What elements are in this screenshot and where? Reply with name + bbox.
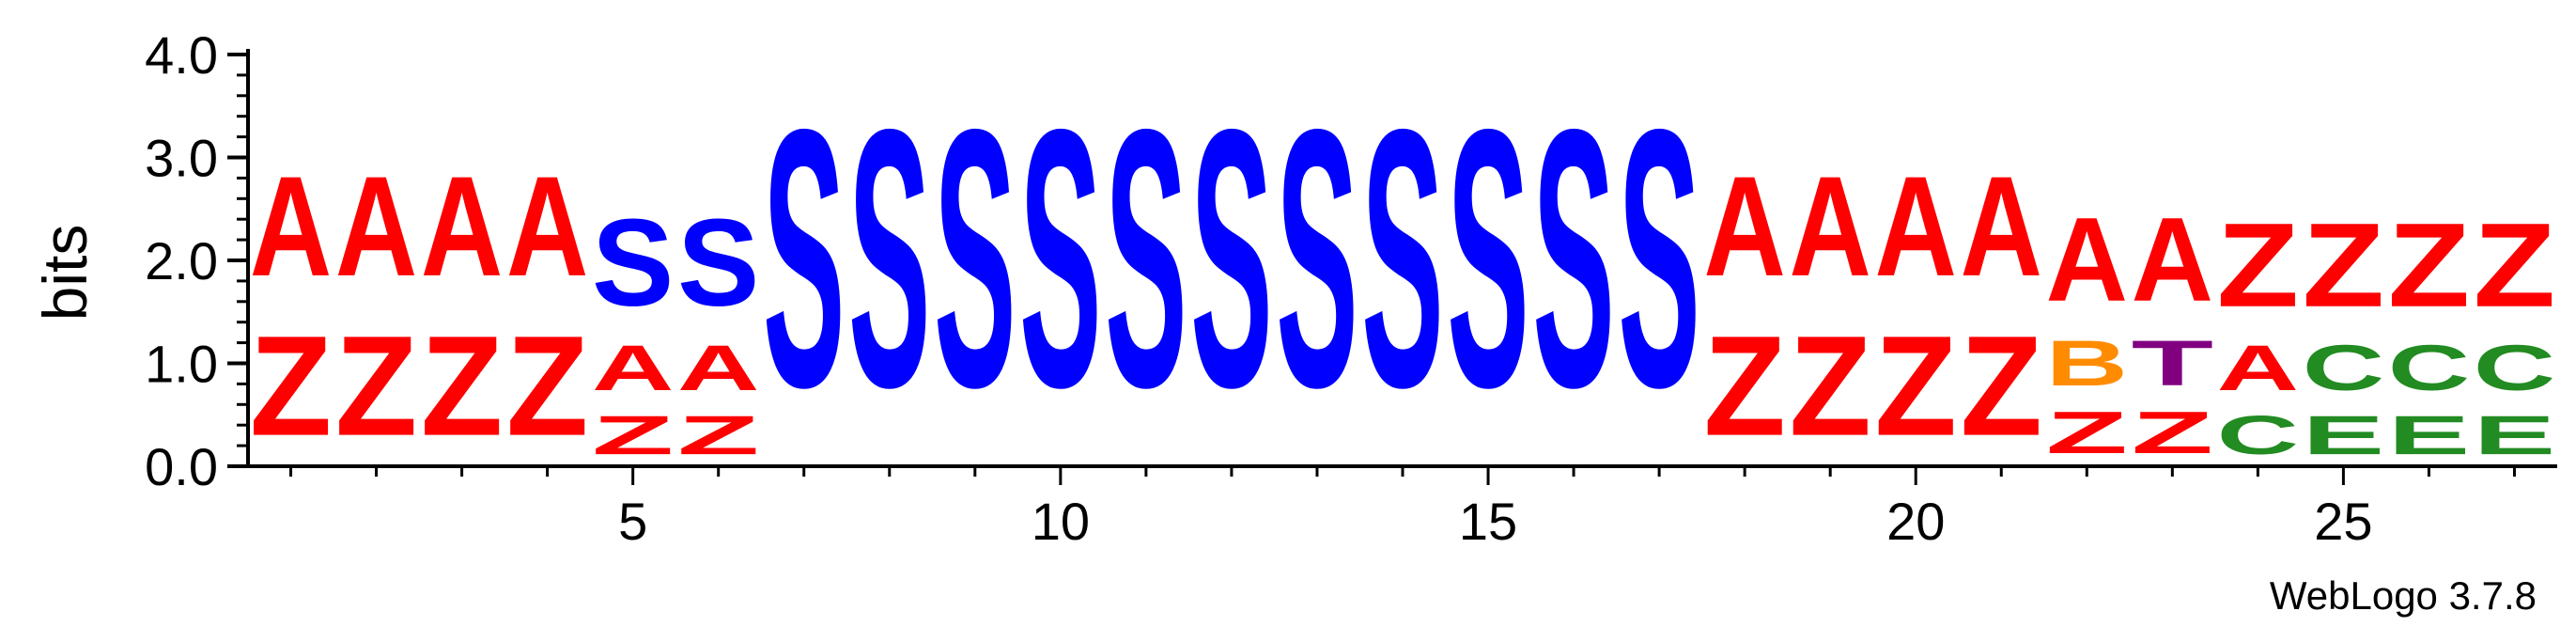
logo-letter-s-pos-5: S <box>592 193 674 332</box>
logo-letter-z-pos-1: Z <box>250 307 332 466</box>
logo-letter-a-pos-6: A <box>677 332 759 404</box>
logo-letter-z-pos-25: Z <box>2303 198 2384 332</box>
logo-letter-s-pos-12: S <box>1190 53 1272 463</box>
logo-letter-a-pos-21: A <box>1961 148 2042 306</box>
logo-letter-a-pos-1: A <box>250 148 332 306</box>
logo-letter-z-pos-20: Z <box>1875 307 1957 466</box>
logo-letter-s-pos-10: S <box>1019 53 1101 463</box>
logo-letter-c-pos-26: C <box>2388 332 2470 404</box>
logo-letter-a-pos-18: A <box>1703 148 1785 306</box>
y-tick-label: 2.0 <box>145 231 218 290</box>
logo-letter-z-pos-18: Z <box>1703 307 1785 466</box>
x-tick-label: 10 <box>1032 492 1090 551</box>
x-tick-label: 15 <box>1459 492 1517 551</box>
logo-letter-z-pos-3: Z <box>421 307 503 466</box>
logo-letter-z-pos-22: Z <box>2046 400 2128 466</box>
logo-letter-z-pos-23: Z <box>2132 400 2213 466</box>
logo-letter-s-pos-14: S <box>1361 53 1443 463</box>
logo-letter-b-pos-22: B <box>2046 327 2128 400</box>
logo-letter-z-pos-24: Z <box>2217 198 2299 332</box>
logo-letter-e-pos-25: E <box>2303 404 2384 466</box>
logo-letter-s-pos-16: S <box>1532 53 1614 463</box>
logo-letter-t-pos-23: T <box>2132 327 2213 400</box>
logo-letter-e-pos-27: E <box>2474 404 2555 466</box>
y-tick-label: 1.0 <box>145 335 218 394</box>
logo-letter-c-pos-25: C <box>2303 332 2384 404</box>
logo-letter-s-pos-13: S <box>1276 53 1358 463</box>
y-tick-label: 4.0 <box>145 25 218 85</box>
logo-letter-c-pos-24: C <box>2217 405 2299 466</box>
logo-letter-s-pos-17: S <box>1618 53 1699 463</box>
logo-letter-z-pos-19: Z <box>1789 307 1870 466</box>
logo-letter-a-pos-5: A <box>592 332 674 404</box>
logo-letter-a-pos-3: A <box>421 148 503 306</box>
logo-letter-s-pos-15: S <box>1447 53 1529 463</box>
logo-letter-z-pos-21: Z <box>1961 307 2042 466</box>
logo-letter-z-pos-4: Z <box>506 307 588 466</box>
logo-letter-z-pos-5: Z <box>592 405 674 466</box>
logo-letter-a-pos-22: A <box>2046 195 2128 327</box>
logo-letter-a-pos-2: A <box>335 148 417 306</box>
logo-letter-s-pos-6: S <box>677 193 759 332</box>
logo-letter-a-pos-24: A <box>2217 332 2299 404</box>
logo-letter-s-pos-11: S <box>1105 53 1187 463</box>
weblogo-version-label: WebLogo 3.7.8 <box>2270 573 2537 618</box>
logo-letter-z-pos-26: Z <box>2388 198 2470 332</box>
axes: 0.0 1.0 2.0 3.0 4.0 5 10 15 20 25 <box>145 25 2557 551</box>
x-tick-label: 5 <box>618 492 647 551</box>
logo-letter-a-pos-19: A <box>1789 148 1870 306</box>
y-tick-label: 3.0 <box>145 129 218 188</box>
logo-letter-s-pos-8: S <box>848 53 930 463</box>
logo-letter-a-pos-20: A <box>1875 148 1957 306</box>
x-tick-label: 25 <box>2314 492 2372 551</box>
logo-letter-a-pos-4: A <box>506 148 588 306</box>
x-tick-label: 20 <box>1886 492 1945 551</box>
logo-letter-s-pos-7: S <box>763 53 845 463</box>
logo-letter-s-pos-9: S <box>934 53 1016 463</box>
logo-letter-a-pos-23: A <box>2132 195 2213 327</box>
logo-letter-z-pos-2: Z <box>335 307 417 466</box>
logo-letter-e-pos-26: E <box>2388 404 2470 466</box>
y-axis-label: bits <box>30 225 100 321</box>
logo-letter-z-pos-6: Z <box>677 405 759 466</box>
y-tick-label: 0.0 <box>145 437 218 496</box>
logo-letter-c-pos-27: C <box>2474 332 2555 404</box>
logo-letter-z-pos-27: Z <box>2474 198 2555 332</box>
